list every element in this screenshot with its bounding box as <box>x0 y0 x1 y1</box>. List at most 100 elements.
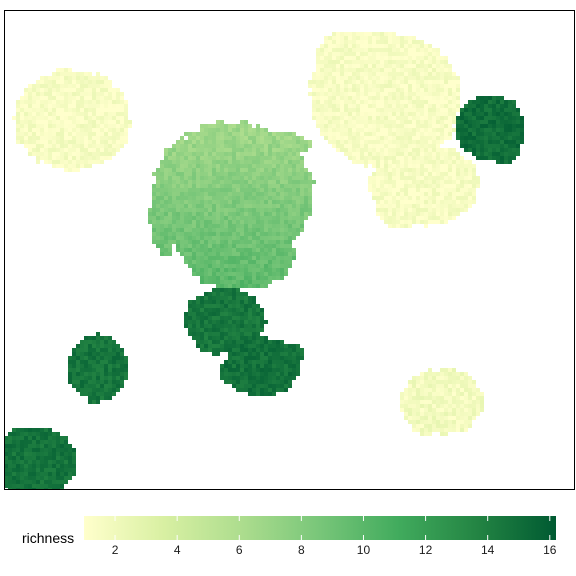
raster-cell <box>48 464 52 468</box>
raster-cell <box>252 236 256 240</box>
raster-cell <box>388 124 392 128</box>
raster-cell <box>420 160 424 164</box>
raster-cell <box>92 388 96 392</box>
raster-cell <box>252 136 256 140</box>
raster-cell <box>452 216 456 220</box>
raster-cell <box>344 100 348 104</box>
raster-cell <box>440 412 444 416</box>
raster-cell <box>296 156 300 160</box>
raster-cell <box>200 312 204 316</box>
raster-cell <box>80 76 84 80</box>
raster-cell <box>208 304 212 308</box>
raster-cell <box>244 212 248 216</box>
raster-cell <box>84 384 88 388</box>
raster-cell <box>392 128 396 132</box>
raster-cell <box>332 48 336 52</box>
raster-cell <box>392 200 396 204</box>
raster-cell <box>200 144 204 148</box>
raster-cell <box>68 456 72 460</box>
raster-cell <box>292 140 296 144</box>
raster-cell <box>20 116 24 120</box>
raster-cell <box>216 124 220 128</box>
raster-cell <box>184 220 188 224</box>
raster-cell <box>20 108 24 112</box>
raster-cell <box>60 128 64 132</box>
legend-title: richness <box>22 530 74 546</box>
raster-cell <box>172 236 176 240</box>
raster-cell <box>424 404 428 408</box>
raster-cell <box>460 168 464 172</box>
raster-cell <box>376 204 380 208</box>
raster-cell <box>436 220 440 224</box>
raster-cell <box>236 360 240 364</box>
raster-cell <box>320 88 324 92</box>
raster-cell <box>228 216 232 220</box>
raster-cell <box>244 384 248 388</box>
raster-cell <box>448 92 452 96</box>
raster-cell <box>212 160 216 164</box>
raster-cell <box>28 124 32 128</box>
raster-cell <box>240 296 244 300</box>
raster-cell <box>392 144 396 148</box>
raster-cell <box>212 128 216 132</box>
raster-cell <box>80 84 84 88</box>
raster-cell <box>184 172 188 176</box>
raster-cell <box>152 232 156 236</box>
raster-cell <box>420 196 424 200</box>
raster-cell <box>408 384 412 388</box>
raster-cell <box>24 436 28 440</box>
raster-cell <box>468 104 472 108</box>
raster-cell <box>264 340 268 344</box>
raster-cell <box>404 204 408 208</box>
raster-cell <box>408 92 412 96</box>
raster-cell <box>280 376 284 380</box>
raster-cell <box>440 104 444 108</box>
raster-cell <box>108 356 112 360</box>
raster-cell <box>308 176 312 180</box>
raster-cell <box>244 176 248 180</box>
raster-cell <box>392 164 396 168</box>
raster-cell <box>220 256 224 260</box>
raster-cell <box>432 104 436 108</box>
raster-cell <box>236 172 240 176</box>
raster-cell <box>436 108 440 112</box>
raster-cell <box>324 48 328 52</box>
raster-cell <box>268 224 272 228</box>
raster-cell <box>464 164 468 168</box>
raster-cell <box>448 404 452 408</box>
raster-cell <box>88 84 92 88</box>
raster-cell <box>12 468 16 472</box>
raster-cell <box>332 32 336 36</box>
raster-cell <box>348 32 352 36</box>
raster-cell <box>472 108 476 112</box>
raster-cell <box>248 136 252 140</box>
raster-cell <box>396 216 400 220</box>
raster-cell <box>208 204 212 208</box>
raster-cell <box>260 196 264 200</box>
raster-cell <box>244 284 248 288</box>
raster-cell <box>308 184 312 188</box>
raster-cell <box>388 168 392 172</box>
raster-cell <box>356 36 360 40</box>
raster-cell <box>304 180 308 184</box>
raster-cell <box>368 120 372 124</box>
raster-cell <box>228 144 232 148</box>
raster-cell <box>88 108 92 112</box>
raster-cell <box>24 96 28 100</box>
raster-cell <box>252 384 256 388</box>
raster-cell <box>204 156 208 160</box>
raster-cell <box>60 132 64 136</box>
raster-cell <box>68 100 72 104</box>
raster-cell <box>196 144 200 148</box>
raster-cell <box>364 96 368 100</box>
raster-cell <box>320 92 324 96</box>
raster-cell <box>220 336 224 340</box>
raster-cell <box>92 396 96 400</box>
raster-cell <box>300 204 304 208</box>
raster-cell <box>468 144 472 148</box>
raster-cell <box>52 92 56 96</box>
raster-cell <box>348 156 352 160</box>
raster-cell <box>184 132 188 136</box>
raster-cell <box>4 476 8 480</box>
raster-cell <box>364 32 368 36</box>
